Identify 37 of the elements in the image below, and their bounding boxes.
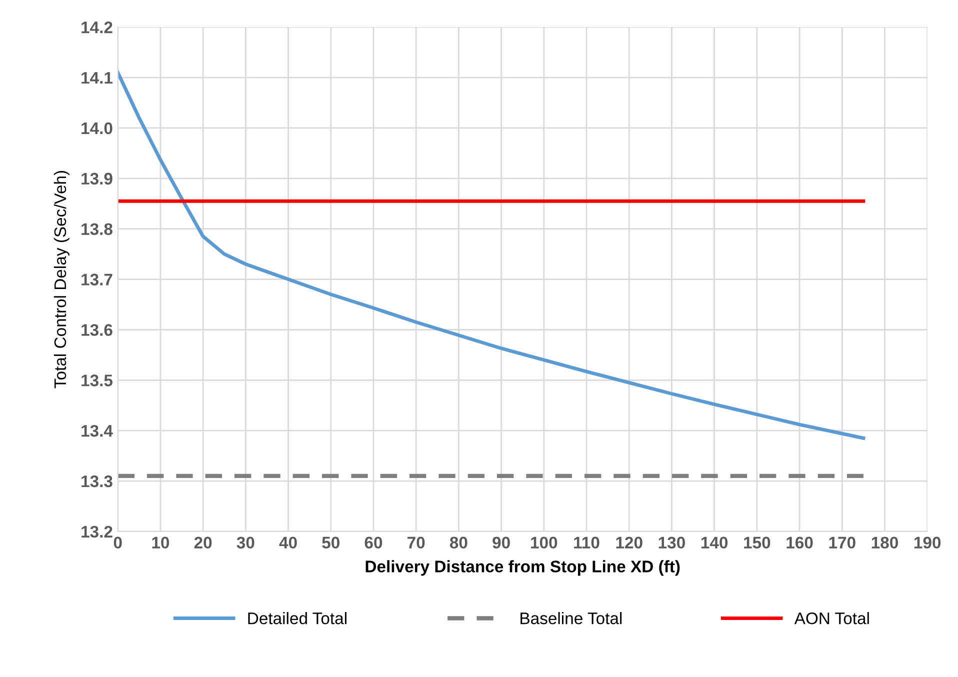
x-tick-label: 90 bbox=[492, 536, 510, 549]
x-tick-label: 70 bbox=[408, 536, 425, 549]
x-tick-label: 50 bbox=[322, 536, 340, 549]
y-tick-label: 14.2 bbox=[82, 21, 112, 34]
y-tick-label: 14.1 bbox=[82, 72, 113, 84]
x-tick-label: 60 bbox=[364, 536, 382, 549]
line-series bbox=[118, 70, 866, 440]
y-tick-label: 13.5 bbox=[82, 374, 113, 386]
x-tick-label: 100 bbox=[531, 536, 558, 549]
y-tick-label: 13.8 bbox=[82, 223, 112, 236]
x-tick-label: 40 bbox=[279, 536, 297, 549]
x-tick-label: 130 bbox=[658, 536, 685, 549]
x-tick-label: 10 bbox=[152, 536, 170, 549]
x-tick-label: 150 bbox=[744, 536, 770, 549]
y-tick-label: 13.2 bbox=[82, 526, 112, 538]
y-tick-label: 13.3 bbox=[82, 475, 112, 488]
x-tick-label: 140 bbox=[701, 536, 728, 549]
x-tick-label: 0 bbox=[114, 536, 122, 549]
x-tick-label: 110 bbox=[574, 536, 600, 549]
y-axis-title: Total Control Delay (Sec/Veh) bbox=[54, 170, 70, 388]
x-tick-label: 190 bbox=[914, 536, 941, 549]
x-tick-label: 170 bbox=[829, 536, 856, 549]
legend-label: Detailed Total bbox=[248, 612, 346, 624]
y-tick-label: 13.9 bbox=[82, 172, 112, 185]
y-tick-label: 13.7 bbox=[82, 274, 112, 286]
y-tick-label: 14.0 bbox=[82, 122, 112, 134]
legend-label: AON Total bbox=[794, 612, 869, 624]
y-tick-label: 13.6 bbox=[82, 324, 112, 336]
x-tick-label: 80 bbox=[450, 536, 468, 549]
x-tick-label: 180 bbox=[872, 536, 898, 549]
legend-label: Baseline Total bbox=[520, 612, 622, 624]
x-tick-label: 30 bbox=[236, 536, 254, 549]
y-tick-label: 13.4 bbox=[82, 424, 113, 437]
x-axis-title: Delivery Distance from Stop Line XD (ft) bbox=[366, 560, 680, 576]
x-tick-label: 120 bbox=[616, 536, 642, 549]
x-tick-label: 160 bbox=[786, 536, 813, 549]
x-tick-label: 20 bbox=[194, 536, 212, 549]
